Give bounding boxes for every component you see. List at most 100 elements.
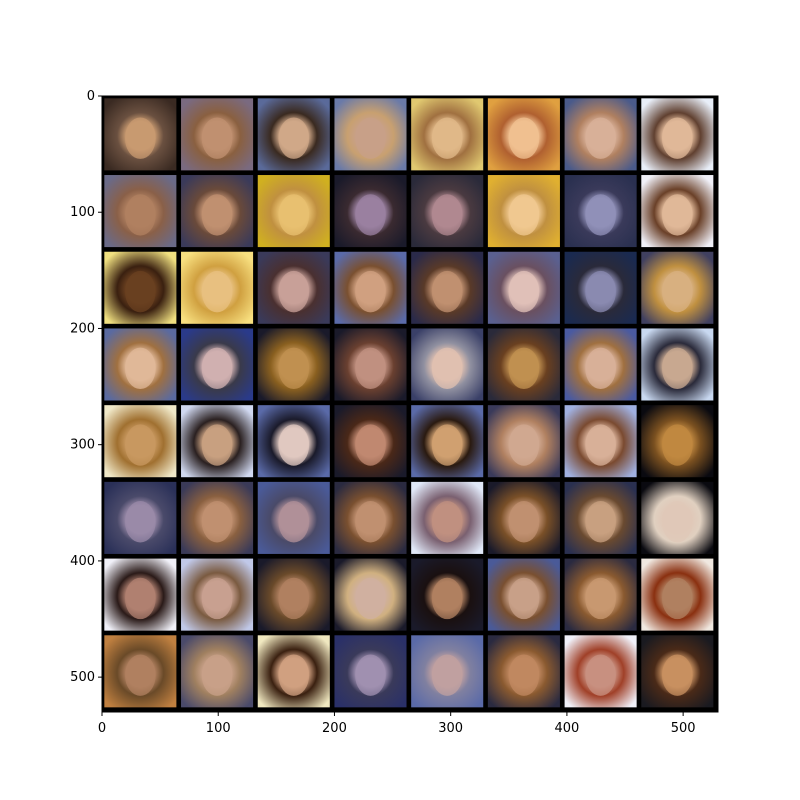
face-tile	[411, 558, 484, 631]
face-tile	[411, 175, 484, 248]
face-tile	[181, 175, 254, 248]
x-tick-label: 400	[554, 721, 579, 736]
face-tile	[257, 98, 330, 171]
face-shape	[201, 654, 233, 696]
face-shape	[125, 194, 156, 236]
face-tile	[564, 328, 637, 401]
y-tick-label: 300	[70, 438, 95, 453]
face-tile	[257, 635, 330, 708]
face-shape	[431, 194, 463, 236]
face-shape	[125, 347, 156, 390]
face-shape	[355, 577, 386, 620]
face-shape	[661, 424, 693, 466]
face-shape	[201, 270, 233, 313]
face-tile	[181, 481, 254, 554]
face-tile	[257, 558, 330, 631]
face-shape	[585, 501, 616, 543]
face-tile	[104, 328, 177, 401]
y-axis: 0 100 200 300 400 500	[70, 89, 102, 685]
face-tile	[641, 481, 714, 554]
face-shape	[431, 577, 463, 620]
face-tile	[641, 558, 714, 631]
face-shape	[355, 270, 386, 313]
face-shape	[201, 117, 233, 159]
face-shape	[661, 501, 693, 543]
face-tile	[641, 405, 714, 478]
face-shape	[355, 501, 386, 543]
face-shape	[431, 347, 463, 390]
face-tile	[181, 558, 254, 631]
x-tick-label: 100	[206, 721, 231, 736]
face-shape	[508, 194, 540, 236]
face-tile	[334, 175, 407, 248]
y-tick-label: 500	[70, 670, 95, 685]
face-tile	[411, 405, 484, 478]
face-tile	[641, 175, 714, 248]
face-tile	[334, 635, 407, 708]
face-shape	[431, 424, 463, 466]
face-tile	[334, 98, 407, 171]
face-tile	[564, 481, 637, 554]
face-shape	[431, 270, 463, 313]
face-tile	[564, 98, 637, 171]
face-tile	[564, 405, 637, 478]
face-shape	[431, 501, 463, 543]
face-shape	[661, 654, 693, 696]
face-tile	[641, 251, 714, 324]
face-tile	[104, 98, 177, 171]
face-tile	[181, 98, 254, 171]
face-tile	[104, 175, 177, 248]
face-tile	[641, 635, 714, 708]
face-shape	[585, 424, 616, 466]
face-tile	[104, 405, 177, 478]
face-shape	[278, 194, 310, 236]
face-tile	[104, 558, 177, 631]
face-tile	[334, 251, 407, 324]
face-shape	[508, 501, 540, 543]
face-shape	[661, 270, 693, 313]
face-tile	[487, 405, 560, 478]
face-tile	[564, 635, 637, 708]
y-tick-label: 100	[70, 205, 95, 220]
face-shape	[125, 577, 156, 620]
face-tile	[257, 328, 330, 401]
y-tick-label: 400	[70, 554, 95, 569]
y-tick-label: 200	[70, 321, 95, 336]
face-shape	[508, 117, 540, 159]
face-shape	[585, 117, 616, 159]
face-tile	[104, 481, 177, 554]
face-shape	[585, 577, 616, 620]
face-shape	[508, 577, 540, 620]
face-tile	[334, 481, 407, 554]
face-tile	[334, 328, 407, 401]
face-shape	[201, 577, 233, 620]
face-shape	[278, 117, 310, 159]
face-tile	[564, 558, 637, 631]
face-tile	[104, 251, 177, 324]
face-tile	[487, 175, 560, 248]
face-tile	[641, 328, 714, 401]
face-shape	[585, 347, 616, 390]
x-tick-label: 0	[98, 721, 106, 736]
face-shape	[125, 117, 156, 159]
face-tile	[487, 251, 560, 324]
face-shape	[661, 194, 693, 236]
face-shape	[585, 270, 616, 313]
face-shape	[508, 424, 540, 466]
face-shape	[585, 654, 616, 696]
face-shape	[508, 654, 540, 696]
face-tile	[641, 98, 714, 171]
face-tile	[181, 405, 254, 478]
face-shape	[661, 577, 693, 620]
face-shape	[125, 424, 156, 466]
x-tick-label: 200	[322, 721, 347, 736]
face-shape	[125, 501, 156, 543]
face-tile	[411, 328, 484, 401]
tile-grid	[104, 98, 714, 708]
face-tile	[487, 635, 560, 708]
face-tile	[257, 481, 330, 554]
face-shape	[508, 270, 540, 313]
x-tick-label: 300	[438, 721, 463, 736]
face-shape	[355, 117, 386, 159]
